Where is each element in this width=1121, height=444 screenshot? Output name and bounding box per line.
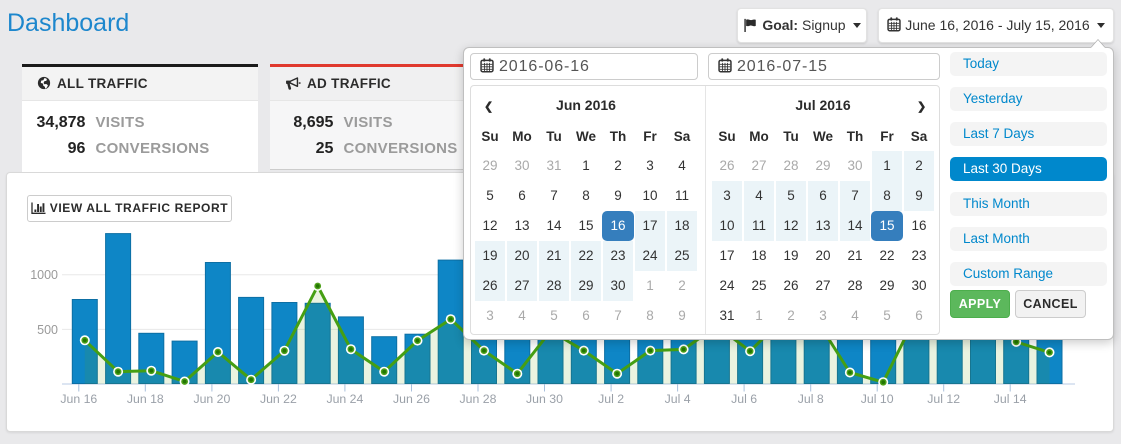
svg-text:Jun 18: Jun 18 (127, 392, 164, 406)
svg-text:Jul 8: Jul 8 (798, 392, 824, 406)
svg-text:Jun 24: Jun 24 (326, 392, 363, 406)
svg-text:Jul 6: Jul 6 (731, 392, 757, 406)
svg-text:Jun 28: Jun 28 (460, 392, 497, 406)
svg-text:Jul 10: Jul 10 (861, 392, 894, 406)
svg-text:Jun 30: Jun 30 (526, 392, 563, 406)
svg-text:500: 500 (37, 323, 58, 337)
svg-text:Jun 22: Jun 22 (260, 392, 297, 406)
svg-text:1000: 1000 (30, 268, 58, 282)
svg-text:Jul 12: Jul 12 (927, 392, 960, 406)
svg-text:Jun 20: Jun 20 (193, 392, 230, 406)
svg-text:Jun 26: Jun 26 (393, 392, 430, 406)
svg-text:Jul 2: Jul 2 (598, 392, 624, 406)
svg-text:Jul 4: Jul 4 (665, 392, 691, 406)
svg-text:Jul 14: Jul 14 (994, 392, 1027, 406)
svg-text:Jun 16: Jun 16 (60, 392, 97, 406)
